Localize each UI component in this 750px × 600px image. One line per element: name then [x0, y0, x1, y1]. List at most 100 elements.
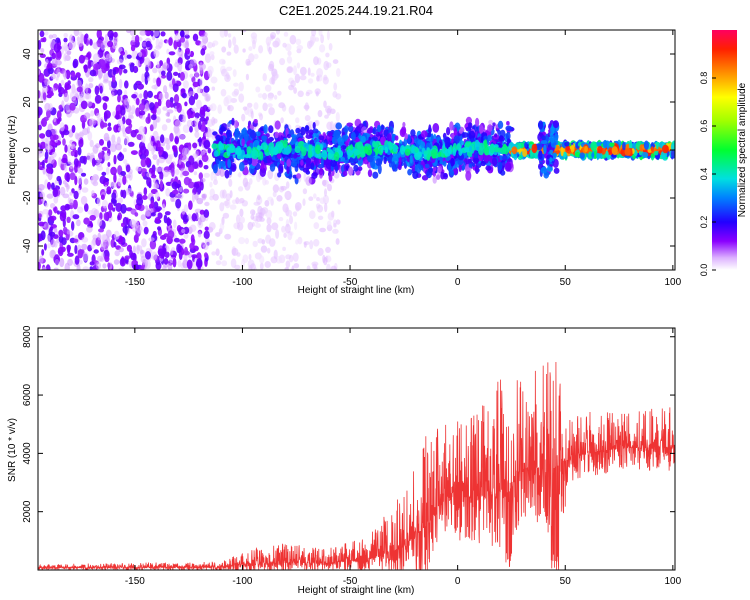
snr-ytick-label: 2000: [22, 500, 33, 523]
spectrogram-cell: [198, 136, 202, 147]
spectrogram-cell: [593, 150, 597, 159]
spectrogram-cell: [294, 73, 301, 84]
spectrogram-cell: [168, 37, 173, 46]
spectrogram-cell: [187, 109, 191, 120]
spectrogram-cell: [273, 94, 278, 100]
spectrogram-cell: [633, 150, 638, 157]
spectrogram-cell: [465, 126, 472, 132]
spectrogram-cell: [317, 215, 324, 220]
spectrogram-cell: [421, 175, 429, 181]
spectrogram-cell: [138, 125, 146, 136]
spectrogram-cell: [169, 132, 174, 142]
spectrogram-cell: [306, 265, 311, 270]
spectrogram-cell: [268, 125, 274, 134]
spectrogram-cell: [47, 181, 51, 190]
spectrogram-cell: [43, 243, 47, 251]
spectrogram-cell: [281, 225, 286, 233]
spectrogram-cell: [304, 102, 309, 112]
spectrogram-cell: [305, 91, 310, 97]
spectrogram-cell: [226, 66, 233, 72]
spectrogram-cell: [229, 204, 237, 210]
spectrogram-cell: [317, 247, 324, 256]
spectrogram-cell: [260, 160, 265, 170]
spectrogram-cell: [167, 262, 173, 270]
spectrogram-cell: [100, 234, 108, 241]
spectrogram-cell: [59, 257, 65, 268]
spectrogram-cell: [264, 84, 272, 92]
spectrogram-cell: [126, 104, 132, 113]
spectrogram-cell: [140, 134, 146, 144]
chart-title: C2E1.2025.244.19.21.R04: [279, 3, 433, 18]
spectrogram-cell: [56, 110, 62, 120]
spectrogram-cell: [66, 50, 72, 56]
spectrogram-cell: [178, 159, 182, 165]
spectrogram-cell: [436, 174, 441, 180]
spectrogram-cell: [212, 40, 219, 46]
spectrogram-cell: [324, 114, 329, 119]
spectrogram-cell: [152, 77, 157, 84]
spectrogram-cell: [259, 255, 265, 264]
spectrogram-cell: [272, 191, 277, 198]
spectrogram-cell: [316, 204, 324, 213]
spectrogram-cell: [312, 122, 316, 130]
spectrogram-cell: [265, 36, 272, 46]
spectrogram-cell: [326, 263, 331, 270]
spectrogram-cell: [176, 193, 184, 200]
spectrogram-cell: [53, 240, 58, 248]
spectrogram-cell: [247, 156, 253, 165]
spectrogram-cell: [283, 31, 289, 37]
spectrogram-cell: [310, 72, 315, 77]
spectrogram-cell: [397, 163, 402, 171]
spectrogram-cell: [139, 30, 147, 36]
spectrogram-cell: [132, 65, 139, 74]
spectrogram-cell: [244, 181, 251, 191]
spectrogram-cell: [309, 210, 316, 220]
spectrogram-cell: [225, 129, 232, 138]
spectrogram-cell: [90, 110, 95, 117]
spectrogram-cell: [75, 220, 81, 226]
spectrogram-cell: [326, 147, 330, 153]
spectrogram-cell: [66, 184, 70, 190]
spectrogram-cell: [316, 68, 323, 78]
spectrogram-cell: [147, 142, 154, 152]
spectrogram-cell: [118, 247, 124, 253]
spectrogram-cell: [148, 237, 155, 242]
spectrogram-cell: [449, 121, 454, 131]
spectrogram-cell: [196, 258, 203, 268]
spectrogram-cell: [500, 146, 507, 155]
spectrogram-cell: [189, 126, 193, 133]
spectrogram-cell: [106, 186, 112, 194]
spectrogram-cell: [335, 238, 340, 245]
spectrogram-cell: [327, 212, 335, 221]
spectrogram-cell: [81, 187, 89, 193]
spectrogram-cell: [249, 130, 257, 139]
spectrogram-cell: [92, 42, 98, 49]
spectrogram-cell: [94, 94, 102, 104]
spectrogram-cell: [38, 221, 45, 227]
spectrogram-cell: [152, 230, 157, 237]
spectrogram-cell: [353, 164, 359, 172]
spectrogram-cell: [101, 171, 107, 176]
spectrogram-cell: [289, 215, 293, 225]
spectrogram-cell: [139, 93, 143, 99]
spectrogram-cell: [121, 222, 125, 227]
spectrogram-cell: [169, 97, 174, 103]
spectrogram-cell: [203, 172, 210, 178]
spectrogram-cell: [295, 38, 302, 46]
spectrogram-cell: [145, 40, 152, 48]
spectrogram-cell: [372, 171, 379, 179]
spectrogram-cell: [107, 210, 112, 219]
spectrogram-cell: [113, 31, 118, 38]
spectrogram-cell: [122, 175, 127, 186]
spectrogram-cell: [174, 119, 182, 128]
spectrogram-cell: [181, 228, 186, 234]
spectrogram-cell: [152, 145, 157, 152]
spectrogram-cell: [237, 198, 242, 204]
spectrogram-cell: [253, 119, 258, 124]
spectrogram-cell: [284, 223, 291, 234]
spectrogram-cell: [116, 89, 123, 96]
spectrogram-cell: [160, 31, 166, 37]
spectrogram-cell: [136, 197, 144, 206]
spectrogram-cell: [91, 118, 97, 126]
spectrogram-cell: [332, 228, 339, 234]
